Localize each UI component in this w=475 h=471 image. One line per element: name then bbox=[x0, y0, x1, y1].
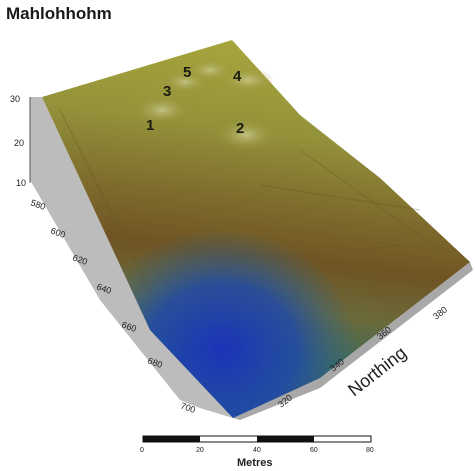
low-basin bbox=[42, 40, 470, 418]
site-label-4: 4 bbox=[233, 68, 242, 85]
elevation-tick: 10 bbox=[16, 178, 26, 188]
site-label-1: 1 bbox=[146, 117, 154, 134]
site-label-2: 2 bbox=[236, 120, 244, 137]
easting-axis: 580 600 620 640 660 680 700 bbox=[29, 197, 197, 415]
scale-tick: 0 bbox=[140, 447, 144, 454]
site-label-3: 3 bbox=[163, 83, 171, 100]
scale-tick: 60 bbox=[310, 447, 318, 454]
easting-tick: 700 bbox=[179, 400, 197, 415]
mound bbox=[188, 59, 232, 81]
elevation-tick: 20 bbox=[14, 138, 24, 148]
mound bbox=[216, 119, 276, 151]
scale-tick: 80 bbox=[366, 447, 374, 454]
elevation-axis: 30 20 10 bbox=[10, 94, 31, 188]
site-label-5: 5 bbox=[183, 64, 191, 81]
northing-tick: 380 bbox=[431, 304, 449, 321]
mound bbox=[222, 68, 274, 92]
map-title: Mahlohhohm bbox=[6, 4, 112, 23]
elevation-tick: 30 bbox=[10, 94, 20, 104]
scale-tick: 20 bbox=[196, 447, 204, 454]
scale-bar: 0 20 40 60 80 Metres bbox=[140, 435, 374, 469]
survey-lines bbox=[59, 109, 441, 291]
scale-label: Metres bbox=[237, 457, 272, 469]
mound bbox=[134, 96, 190, 124]
easting-tick: 620 bbox=[71, 252, 89, 267]
easting-tick: 660 bbox=[120, 319, 138, 334]
easting-tick: 580 bbox=[29, 197, 47, 212]
easting-tick: 600 bbox=[49, 225, 67, 240]
scale-tick: 40 bbox=[253, 447, 261, 454]
west-side-wall bbox=[30, 97, 233, 418]
easting-tick: 680 bbox=[146, 355, 164, 370]
easting-tick: 640 bbox=[95, 281, 113, 296]
